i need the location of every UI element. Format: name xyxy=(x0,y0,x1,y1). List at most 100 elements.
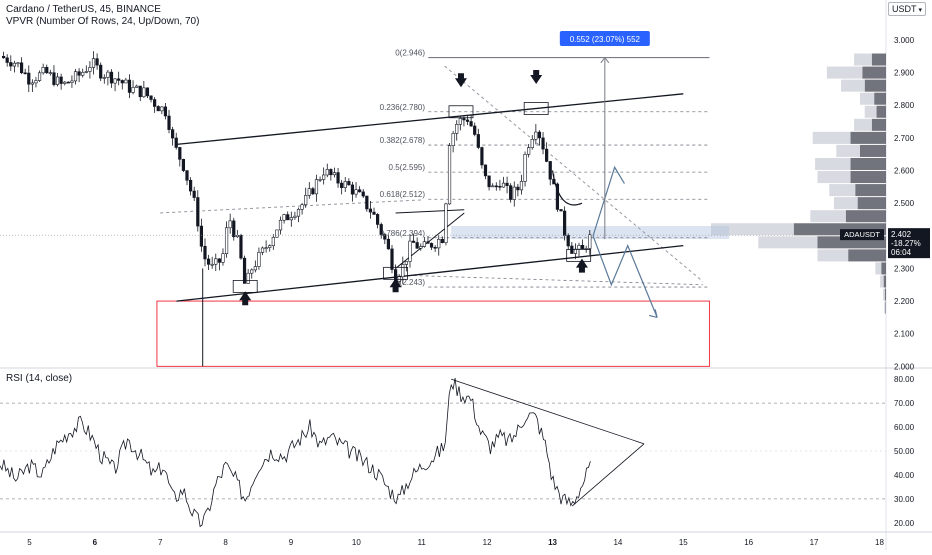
candle-body xyxy=(501,182,506,188)
candle-body xyxy=(519,181,524,191)
candle-body xyxy=(383,234,387,240)
time-tick-label-1: 6 xyxy=(93,538,98,547)
candle-body xyxy=(386,238,391,250)
candle-body xyxy=(491,185,495,188)
candle-body xyxy=(199,225,203,247)
candle-body xyxy=(487,175,491,188)
time-tick-label-10: 15 xyxy=(679,538,688,547)
vpvr-indicator-label[interactable]: VPVR (Number Of Rows, 24, Up/Down, 70) xyxy=(6,16,200,27)
vp-down-bar-0 xyxy=(871,53,886,66)
candle-body xyxy=(242,257,247,284)
vp-up-bar-13 xyxy=(711,223,794,236)
curve-highlight-1 xyxy=(551,170,583,206)
price-tick-label-4: 2.600 xyxy=(894,167,915,176)
candle-body xyxy=(257,252,261,267)
candle-body xyxy=(232,220,236,238)
time-tick-label-2: 7 xyxy=(158,538,163,547)
candle-body xyxy=(271,236,275,247)
candle-body xyxy=(332,172,337,176)
candle-body xyxy=(95,58,99,66)
candle-body xyxy=(426,241,430,244)
time-tick-label-0: 5 xyxy=(27,538,32,547)
candle-body xyxy=(185,170,189,181)
candle-body xyxy=(494,185,498,188)
candle-body xyxy=(217,258,221,263)
candle-body xyxy=(379,224,383,235)
candle-body xyxy=(253,266,257,271)
candle-body xyxy=(106,71,110,78)
candle-body xyxy=(192,190,196,198)
symbol-tag-label: ADAUSDT xyxy=(844,230,880,239)
demand-zone-rectangle xyxy=(156,300,710,367)
rsi-title[interactable]: RSI (14, close) xyxy=(6,373,73,384)
symbol-title: Cardano / TetherUS, 45, BINANCE xyxy=(6,4,161,15)
candles-group xyxy=(1,51,592,285)
candle-body xyxy=(368,208,373,213)
candle-body xyxy=(260,247,265,253)
candle-body xyxy=(527,147,531,155)
candle-body xyxy=(228,220,232,229)
candle-body xyxy=(81,71,85,76)
candle-body xyxy=(340,182,344,188)
candle-body xyxy=(142,87,146,98)
candle-body xyxy=(88,67,92,72)
fib-level-label-1: 0.236(2.780) xyxy=(380,103,426,112)
diagonal-guide-1 xyxy=(444,65,704,282)
fib-level-label-0: 0(2.946) xyxy=(395,49,425,58)
candle-body xyxy=(77,71,81,76)
vp-down-bar-15 xyxy=(848,249,886,262)
vp-down-bar-10 xyxy=(855,184,886,197)
candle-body xyxy=(296,209,301,217)
vp-up-bar-16 xyxy=(875,262,882,275)
vp-up-bar-1 xyxy=(826,66,863,79)
fib-base-guide xyxy=(395,274,703,286)
candle-body xyxy=(203,245,207,260)
candle-body xyxy=(224,227,229,254)
candle-body xyxy=(5,57,9,63)
down-arrow-1 xyxy=(454,73,467,88)
candle-body xyxy=(239,234,243,259)
candle-body xyxy=(91,58,96,68)
vp-up-bar-19 xyxy=(884,301,886,314)
candle-body xyxy=(304,195,308,206)
vp-up-bar-10 xyxy=(829,184,856,197)
candle-body xyxy=(534,131,538,140)
candle-body xyxy=(286,214,290,221)
rsi-tick-label-3: 50.00 xyxy=(894,447,915,456)
time-tick-label-6: 11 xyxy=(418,538,427,547)
price-tick-label-1: 2.900 xyxy=(894,69,915,78)
candle-body xyxy=(505,182,509,186)
vp-down-bar-16 xyxy=(881,262,886,275)
candle-body xyxy=(149,95,153,100)
candle-body xyxy=(376,214,380,225)
candle-body xyxy=(483,164,488,177)
candle-body xyxy=(548,161,552,180)
candle-body xyxy=(322,174,326,180)
candle-body xyxy=(235,234,239,238)
vp-down-bar-5 xyxy=(871,118,886,131)
rsi-tick-label-1: 70.00 xyxy=(894,399,915,408)
currency-selector[interactable]: USDT ▾ xyxy=(887,2,926,16)
candle-body xyxy=(314,179,319,195)
candle-body xyxy=(124,79,128,84)
time-tick-label-13: 18 xyxy=(875,538,884,547)
candle-body xyxy=(566,235,570,247)
candle-body xyxy=(408,240,412,262)
candle-body xyxy=(278,219,283,231)
candle-body xyxy=(171,129,175,139)
rsi-line xyxy=(0,378,591,528)
candle-body xyxy=(138,85,142,98)
wedge-upper-line xyxy=(395,209,465,214)
candle-body xyxy=(422,241,426,247)
candle-body xyxy=(264,247,268,249)
candle-body xyxy=(109,71,114,84)
candle-body xyxy=(523,154,527,182)
projection-down-path xyxy=(592,235,658,318)
vp-down-bar-18 xyxy=(884,288,886,301)
candle-body xyxy=(16,62,20,65)
pivot-box-2 xyxy=(448,105,474,119)
candle-body xyxy=(73,71,78,82)
candle-body xyxy=(361,191,365,197)
